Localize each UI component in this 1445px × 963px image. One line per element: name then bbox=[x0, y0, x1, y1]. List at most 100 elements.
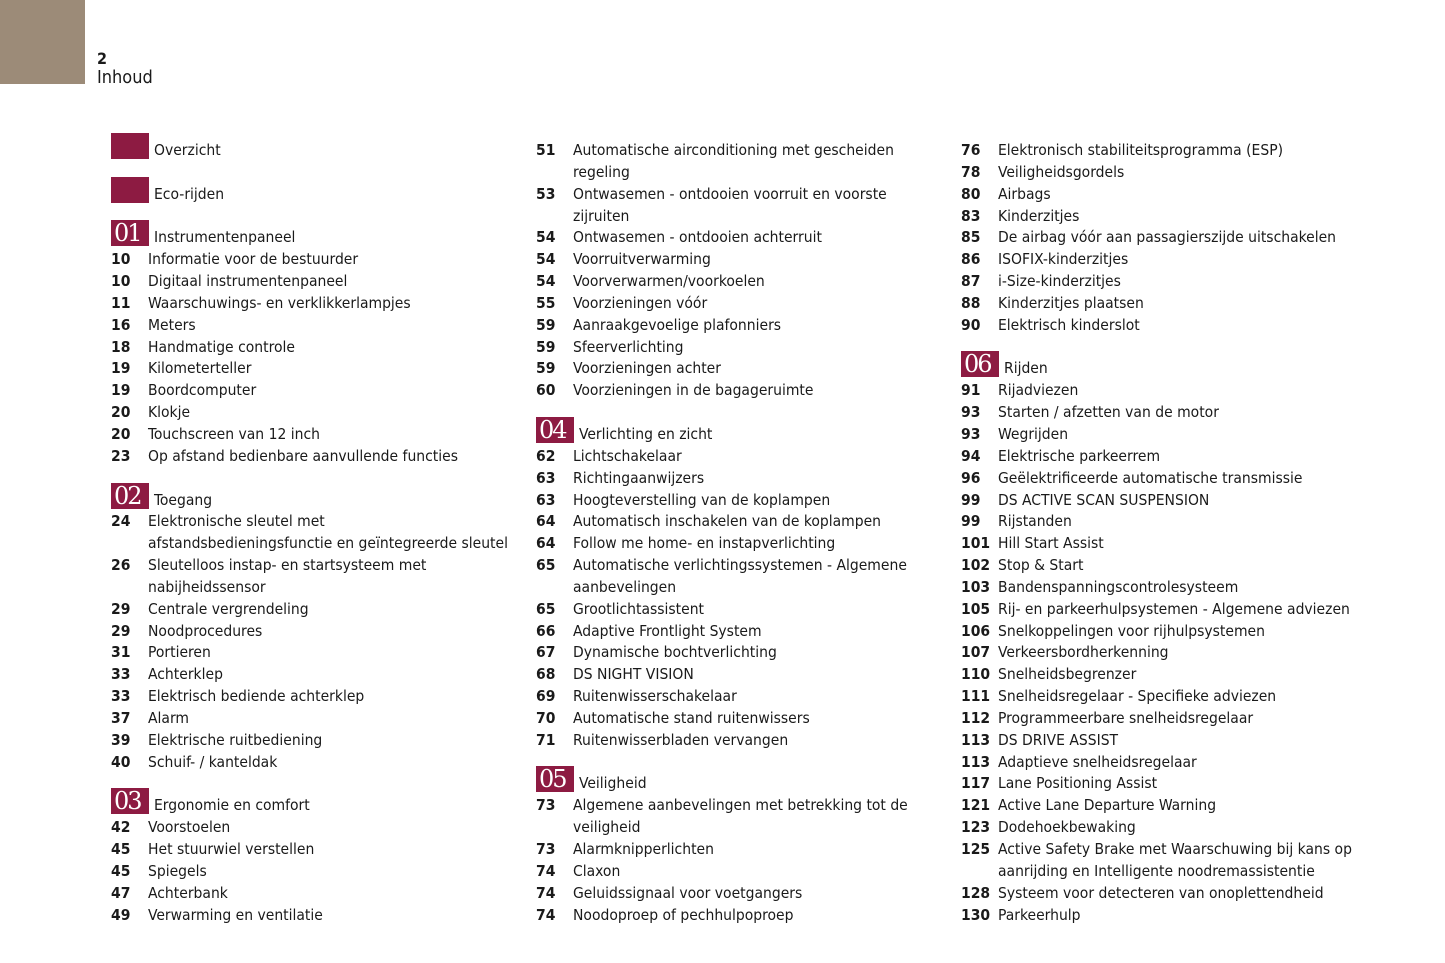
toc-entry[interactable]: 69 Ruitenwisserschakelaar bbox=[536, 686, 956, 708]
toc-entry[interactable]: 74 Noodoproep of pechhulpoproep bbox=[536, 905, 956, 927]
toc-entry[interactable]: 54 Voorverwarmen/voorkoelen bbox=[536, 271, 956, 293]
toc-entry[interactable]: 10 Digitaal instrumentenpaneel bbox=[111, 271, 531, 293]
toc-entry[interactable]: 93 Starten / afzetten van de motor bbox=[961, 402, 1381, 424]
toc-entry[interactable]: 74 Claxon bbox=[536, 861, 956, 883]
toc-entry[interactable]: 128 Systeem voor detecteren van onoplette… bbox=[961, 883, 1381, 905]
toc-entry[interactable]: 54 Ontwasemen - ontdooien achterruit bbox=[536, 227, 956, 249]
toc-entry[interactable]: 125 Active Safety Brake met Waarschuwing … bbox=[961, 839, 1381, 861]
toc-entry-continuation[interactable]: regeling bbox=[536, 162, 956, 184]
toc-entry[interactable]: 67 Dynamische bochtverlichting bbox=[536, 642, 956, 664]
toc-entry[interactable]: 105 Rij- en parkeerhulpsystemen - Algemen… bbox=[961, 599, 1381, 621]
toc-entry[interactable]: 23 Op afstand bedienbare aanvullende func… bbox=[111, 446, 531, 468]
toc-entry[interactable]: 90 Elektrisch kinderslot bbox=[961, 315, 1381, 337]
toc-entry[interactable]: 37 Alarm bbox=[111, 708, 531, 730]
toc-entry[interactable]: 62 Lichtschakelaar bbox=[536, 446, 956, 468]
toc-entry[interactable]: 91 Rijadviezen bbox=[961, 380, 1381, 402]
toc-entry[interactable]: 11 Waarschuwings- en verklikkerlampjes bbox=[111, 293, 531, 315]
toc-entry[interactable]: 39 Elektrische ruitbediening bbox=[111, 730, 531, 752]
toc-entry[interactable]: 65 Grootlichtassistent bbox=[536, 599, 956, 621]
toc-entry[interactable]: 19 Kilometerteller bbox=[111, 358, 531, 380]
toc-entry[interactable]: 96 Geëlektrificeerde automatische transmi… bbox=[961, 468, 1381, 490]
toc-entry[interactable]: 63 Hoogteverstelling van de koplampen bbox=[536, 490, 956, 512]
toc-entry[interactable]: 40 Schuif- / kanteldak bbox=[111, 752, 531, 774]
toc-entry-continuation[interactable]: afstandsbedieningsfunctie en geïntegreer… bbox=[111, 533, 531, 555]
toc-entry[interactable]: 76 Elektronisch stabiliteitsprogramma (ES… bbox=[961, 140, 1381, 162]
toc-entry[interactable]: 59 Voorzieningen achter bbox=[536, 358, 956, 380]
toc-entry-continuation[interactable]: zijruiten bbox=[536, 206, 956, 228]
toc-entry[interactable]: 26 Sleutelloos instap- en startsysteem me… bbox=[111, 555, 531, 577]
toc-entry[interactable]: 113 Adaptieve snelheidsregelaar bbox=[961, 752, 1381, 774]
toc-entry[interactable]: 18 Handmatige controle bbox=[111, 337, 531, 359]
toc-entry[interactable]: 20 Touchscreen van 12 inch bbox=[111, 424, 531, 446]
toc-entry[interactable]: 99 Rijstanden bbox=[961, 511, 1381, 533]
toc-entry[interactable]: 73 Algemene aanbevelingen met betrekking … bbox=[536, 795, 956, 817]
toc-entry[interactable]: 130 Parkeerhulp bbox=[961, 905, 1381, 927]
toc-entry[interactable]: 102 Stop & Start bbox=[961, 555, 1381, 577]
toc-entry[interactable]: 111 Snelheidsregelaar - Specifieke adviez… bbox=[961, 686, 1381, 708]
toc-entry[interactable]: 70 Automatische stand ruitenwissers bbox=[536, 708, 956, 730]
section-header[interactable]: 05 Veiligheid bbox=[536, 766, 956, 795]
toc-entry[interactable]: 110 Snelheidsbegrenzer bbox=[961, 664, 1381, 686]
toc-entry[interactable]: 60 Voorzieningen in de bagageruimte bbox=[536, 380, 956, 402]
toc-entry[interactable]: 107 Verkeersbordherkenning bbox=[961, 642, 1381, 664]
toc-entry[interactable]: 99 DS ACTIVE SCAN SUSPENSION bbox=[961, 490, 1381, 512]
toc-entry[interactable]: 78 Veiligheidsgordels bbox=[961, 162, 1381, 184]
section-header[interactable]: 06 Rijden bbox=[961, 351, 1381, 380]
toc-entry[interactable]: 63 Richtingaanwijzers bbox=[536, 468, 956, 490]
section-header[interactable]: 02 Toegang bbox=[111, 482, 531, 512]
toc-entry-continuation[interactable]: veiligheid bbox=[536, 817, 956, 839]
toc-entry-continuation[interactable]: aanbevelingen bbox=[536, 577, 956, 599]
toc-entry[interactable]: 93 Wegrijden bbox=[961, 424, 1381, 446]
toc-entry[interactable]: 10 Informatie voor de bestuurder bbox=[111, 249, 531, 271]
toc-entry[interactable]: 54 Voorruitverwarming bbox=[536, 249, 956, 271]
toc-entry[interactable]: 101 Hill Start Assist bbox=[961, 533, 1381, 555]
section-header[interactable]: Eco-rijden bbox=[111, 176, 531, 206]
toc-entry[interactable]: 66 Adaptive Frontlight System bbox=[536, 621, 956, 643]
toc-entry[interactable]: 64 Follow me home- en instapverlichting bbox=[536, 533, 956, 555]
toc-entry[interactable]: 106 Snelkoppelingen voor rijhulpsystemen bbox=[961, 621, 1381, 643]
toc-entry[interactable]: 42 Voorstoelen bbox=[111, 817, 531, 839]
toc-entry[interactable]: 33 Achterklep bbox=[111, 664, 531, 686]
toc-entry-continuation[interactable]: nabijheidssensor bbox=[111, 577, 531, 599]
toc-entry[interactable]: 20 Klokje bbox=[111, 402, 531, 424]
toc-entry[interactable]: 83 Kinderzitjes bbox=[961, 206, 1381, 228]
toc-entry[interactable]: 45 Het stuurwiel verstellen bbox=[111, 839, 531, 861]
toc-entry[interactable]: 45 Spiegels bbox=[111, 861, 531, 883]
toc-entry[interactable]: 53 Ontwasemen - ontdooien voorruit en voo… bbox=[536, 184, 956, 206]
toc-entry[interactable]: 74 Geluidssignaal voor voetgangers bbox=[536, 883, 956, 905]
toc-entry[interactable]: 73 Alarmknipperlichten bbox=[536, 839, 956, 861]
toc-entry[interactable]: 103 Bandenspanningscontrolesysteem bbox=[961, 577, 1381, 599]
toc-entry[interactable]: 68 DS NIGHT VISION bbox=[536, 664, 956, 686]
toc-entry[interactable]: 71 Ruitenwisserbladen vervangen bbox=[536, 730, 956, 752]
toc-entry[interactable]: 59 Aanraakgevoelige plafonniers bbox=[536, 315, 956, 337]
toc-entry[interactable]: 80 Airbags bbox=[961, 184, 1381, 206]
toc-entry[interactable]: 31 Portieren bbox=[111, 642, 531, 664]
toc-entry[interactable]: 55 Voorzieningen vóór bbox=[536, 293, 956, 315]
toc-entry[interactable]: 112 Programmeerbare snelheidsregelaar bbox=[961, 708, 1381, 730]
toc-entry[interactable]: 29 Noodprocedures bbox=[111, 621, 531, 643]
toc-entry[interactable]: 123 Dodehoekbewaking bbox=[961, 817, 1381, 839]
toc-entry[interactable]: 49 Verwarming en ventilatie bbox=[111, 905, 531, 927]
toc-entry[interactable]: 65 Automatische verlichtingssystemen - Al… bbox=[536, 555, 956, 577]
section-header[interactable]: 04 Verlichting en zicht bbox=[536, 416, 956, 446]
toc-entry[interactable]: 88 Kinderzitjes plaatsen bbox=[961, 293, 1381, 315]
toc-entry[interactable]: 117 Lane Positioning Assist bbox=[961, 773, 1381, 795]
toc-entry[interactable]: 113 DS DRIVE ASSIST bbox=[961, 730, 1381, 752]
toc-entry[interactable]: 64 Automatisch inschakelen van de koplamp… bbox=[536, 511, 956, 533]
toc-entry[interactable]: 51 Automatische airconditioning met gesch… bbox=[536, 140, 956, 162]
toc-entry[interactable]: 121 Active Lane Departure Warning bbox=[961, 795, 1381, 817]
toc-entry[interactable]: 59 Sfeerverlichting bbox=[536, 337, 956, 359]
toc-entry[interactable]: 94 Elektrische parkeerrem bbox=[961, 446, 1381, 468]
toc-entry[interactable]: 29 Centrale vergrendeling bbox=[111, 599, 531, 621]
toc-entry[interactable]: 33 Elektrisch bediende achterklep bbox=[111, 686, 531, 708]
toc-entry[interactable]: 87 i-Size-kinderzitjes bbox=[961, 271, 1381, 293]
section-header[interactable]: 03 Ergonomie en comfort bbox=[111, 788, 531, 817]
toc-entry[interactable]: 85 De airbag vóór aan passagierszijde uit… bbox=[961, 227, 1381, 249]
section-header[interactable]: Overzicht bbox=[111, 133, 531, 162]
toc-entry-continuation[interactable]: aanrijding en Intelligente noodremassist… bbox=[961, 861, 1381, 883]
toc-entry[interactable]: 19 Boordcomputer bbox=[111, 380, 531, 402]
section-header[interactable]: 01 Instrumentenpaneel bbox=[111, 220, 531, 249]
toc-entry[interactable]: 16 Meters bbox=[111, 315, 531, 337]
toc-entry[interactable]: 24 Elektronische sleutel met bbox=[111, 511, 531, 533]
toc-entry[interactable]: 47 Achterbank bbox=[111, 883, 531, 905]
